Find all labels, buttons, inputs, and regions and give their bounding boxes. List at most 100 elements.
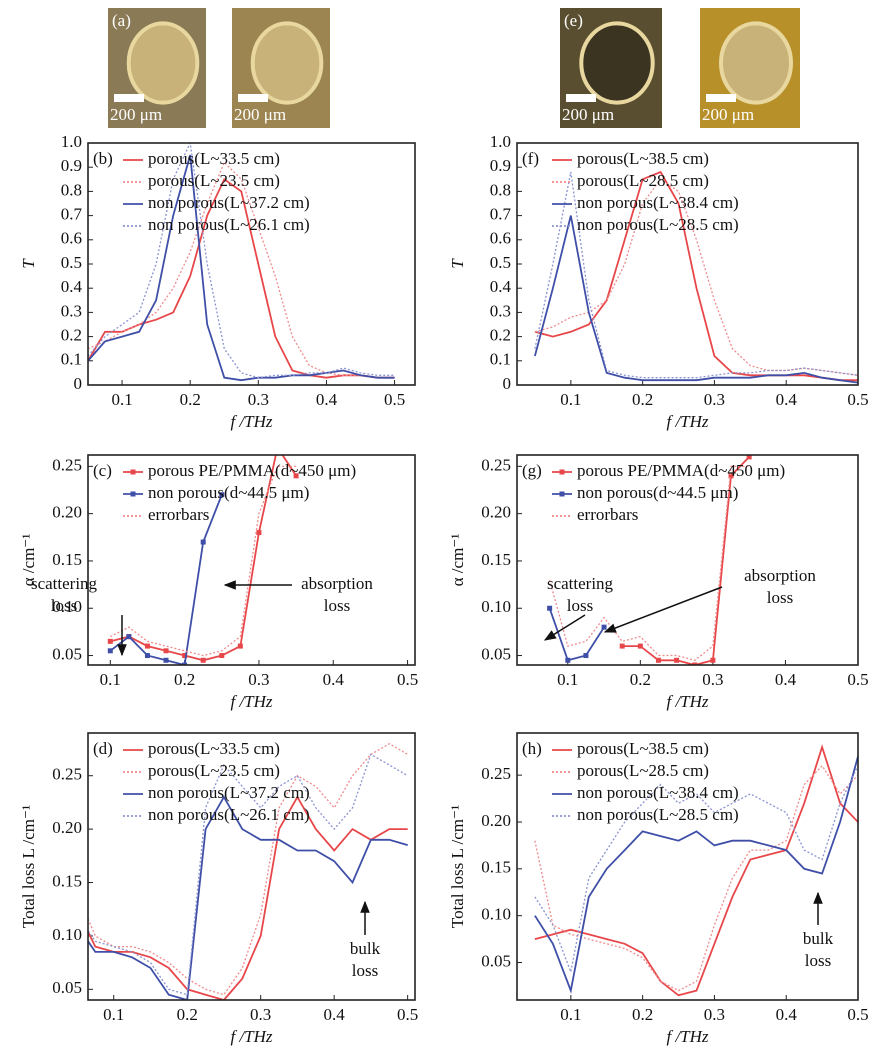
legend-label: porous(L~28.5 cm) xyxy=(577,171,709,190)
y-tick-label: 0.05 xyxy=(481,951,511,970)
series-line xyxy=(110,465,297,657)
legend-label: porous(L~23.5 cm) xyxy=(148,171,280,190)
y-tick-label: 0 xyxy=(503,374,512,393)
x-tick-label: 0.1 xyxy=(103,1005,124,1024)
point xyxy=(619,643,625,649)
legend-marker xyxy=(130,469,136,475)
point xyxy=(637,643,643,649)
plot-area xyxy=(88,143,395,382)
legend-label: errorbars xyxy=(577,505,638,524)
x-tick-label: 0.1 xyxy=(100,670,121,689)
y-tick-label: 0.20 xyxy=(481,503,511,522)
series-line xyxy=(622,456,750,665)
scale-label: 200 μm xyxy=(234,105,286,124)
y-tick-label: 0.20 xyxy=(52,503,82,522)
series-line xyxy=(534,215,858,384)
point xyxy=(256,530,262,536)
legend-label: non porous(L~38.4 cm) xyxy=(577,193,739,212)
x-axis-label: f /THz xyxy=(666,412,708,431)
x-tick-label: 0.3 xyxy=(704,1005,725,1024)
series-line xyxy=(534,756,858,994)
y-tick-label: 0.6 xyxy=(61,229,82,248)
photo-label: (a) xyxy=(112,11,131,30)
annotation: loss xyxy=(324,596,350,615)
scale-bar xyxy=(114,94,144,102)
point xyxy=(200,539,206,545)
legend-label: porous(L~23.5 cm) xyxy=(148,761,280,780)
panel-label: (g) xyxy=(522,461,542,480)
y-tick-label: 0.25 xyxy=(52,765,82,784)
x-axis-label: f /THz xyxy=(666,692,708,711)
x-tick-label: 0.2 xyxy=(632,1005,653,1024)
scale-label: 200 μm xyxy=(562,105,614,124)
series-line xyxy=(534,764,858,992)
y-tick-label: 0.5 xyxy=(490,253,511,272)
y-axis-label: T xyxy=(19,258,38,269)
y-tick-label: 0.20 xyxy=(52,818,82,837)
axes-frame xyxy=(516,142,859,386)
legend-label: non porous(L~37.2 cm) xyxy=(148,783,310,802)
point xyxy=(565,657,571,663)
x-tick-label: 0.2 xyxy=(630,670,651,689)
x-axis-label: f /THz xyxy=(230,692,272,711)
fiber-image xyxy=(579,21,655,105)
series-line xyxy=(548,465,750,662)
point xyxy=(107,648,113,654)
point xyxy=(583,653,589,659)
point xyxy=(219,653,225,659)
y-tick-label: 0.4 xyxy=(490,277,512,296)
legend-marker xyxy=(559,469,565,475)
x-tick-label: 0.3 xyxy=(702,670,723,689)
annotation: scattering xyxy=(31,574,98,593)
series-line xyxy=(88,795,408,1000)
legend-label: porous PE/PMMA(d~450 μm) xyxy=(148,461,356,480)
x-tick-label: 0.1 xyxy=(557,670,578,689)
plot-area xyxy=(534,170,858,384)
x-axis-label: f /THz xyxy=(230,1027,272,1046)
x-tick-label: 0.5 xyxy=(397,1005,418,1024)
point xyxy=(547,605,553,611)
legend-label: porous(L~38.5 cm) xyxy=(577,739,709,758)
axes-frame xyxy=(87,732,416,1001)
point xyxy=(601,624,607,630)
axes-frame xyxy=(516,454,859,666)
y-tick-label: 0.3 xyxy=(61,301,82,320)
point xyxy=(144,643,150,649)
scale-label: 200 μm xyxy=(702,105,754,124)
point xyxy=(182,653,188,659)
y-axis-label: α /cm⁻¹ xyxy=(19,534,38,587)
y-tick-label: 0.9 xyxy=(61,156,82,175)
annotation: bulk xyxy=(350,939,381,958)
scale-bar xyxy=(238,94,268,102)
fiber-image xyxy=(250,21,324,105)
point xyxy=(275,445,280,450)
y-tick-label: 0.15 xyxy=(52,550,82,569)
y-tick-label: 0.15 xyxy=(481,550,511,569)
fiber-image xyxy=(719,21,793,105)
legend-label: non porous(L~38.4 cm) xyxy=(577,783,739,802)
y-tick-label: 0.10 xyxy=(481,597,511,616)
legend-marker xyxy=(559,491,565,497)
plot-area xyxy=(534,744,858,997)
axes-frame xyxy=(516,732,859,1001)
legend-label: porous(L~33.5 cm) xyxy=(148,739,280,758)
y-tick-label: 0.10 xyxy=(52,925,82,944)
y-tick-label: 0.05 xyxy=(481,644,511,663)
annotation: absorption xyxy=(301,574,373,593)
y-tick-label: 0.9 xyxy=(490,156,511,175)
x-tick-label: 0.5 xyxy=(397,670,418,689)
y-tick-label: 0.8 xyxy=(490,180,511,199)
legend-label: non porous(L~26.1 cm) xyxy=(148,805,310,824)
y-axis-label: Total loss L /cm⁻¹ xyxy=(19,805,38,928)
point xyxy=(126,634,132,640)
series-line xyxy=(88,154,395,382)
y-tick-label: 0.10 xyxy=(481,905,511,924)
legend-marker xyxy=(130,491,136,497)
plot-area xyxy=(88,742,409,1000)
y-axis-label: T xyxy=(448,258,467,269)
x-tick-label: 0.2 xyxy=(177,1005,198,1024)
point xyxy=(219,492,225,498)
series-line xyxy=(88,753,409,996)
y-tick-label: 0.6 xyxy=(490,229,511,248)
